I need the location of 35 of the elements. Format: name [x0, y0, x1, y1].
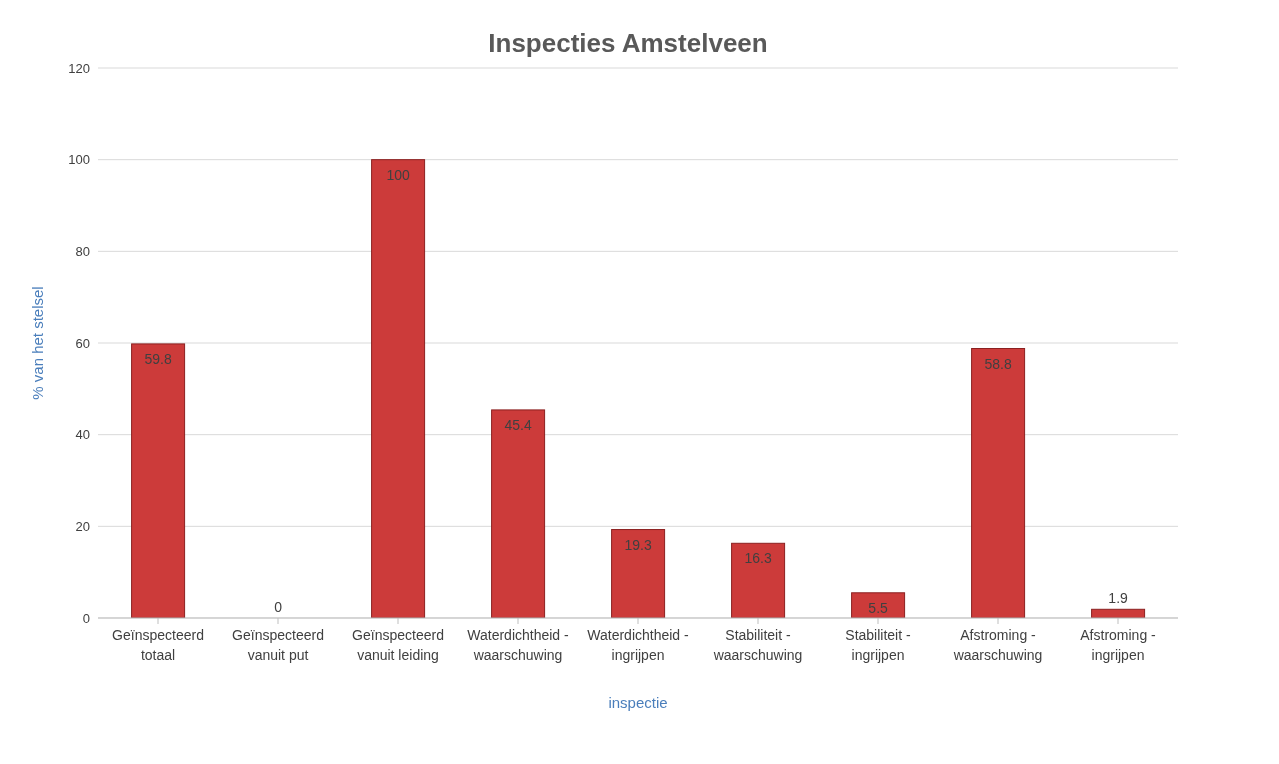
y-tick-label: 100: [68, 152, 90, 168]
bar: [491, 409, 546, 618]
data-label: 1.9: [1108, 590, 1129, 607]
y-tick-label: 60: [75, 335, 90, 351]
x-tick-label: Afstroming - waarschuwing: [952, 627, 1043, 663]
bar: [611, 529, 666, 618]
x-tick-label: Stabiliteit - waarschuwing: [712, 627, 803, 663]
y-tick-label: 0: [82, 610, 90, 626]
bar: [131, 343, 186, 618]
x-tick-label: Geïnspecteerd totaal: [112, 627, 204, 663]
y-tick-label: 80: [75, 243, 90, 259]
y-tick-label: 40: [75, 427, 90, 443]
bar: [971, 348, 1026, 618]
bar: [731, 542, 786, 618]
data-label: 58.8: [984, 355, 1012, 372]
chart-title: Inspecties Amstelveen: [487, 28, 769, 59]
x-tick-label: Waterdichtheid - ingrijpen: [587, 627, 690, 663]
bar: [371, 159, 426, 618]
data-label: 5.5: [868, 599, 889, 616]
bar: [851, 592, 906, 618]
y-axis-title: % van het stelsel: [29, 286, 47, 400]
y-tick-label: 20: [75, 518, 90, 534]
x-tick-label: Geïnspecteerd vanuit put: [232, 627, 324, 663]
data-label: 59.8: [144, 350, 172, 367]
data-label: 45.4: [504, 416, 532, 433]
x-tick-label: Afstroming - ingrijpen: [1080, 627, 1157, 663]
data-label: 16.3: [744, 550, 772, 567]
x-axis-title: inspectie: [608, 694, 668, 711]
data-label: 0: [274, 599, 283, 615]
data-label: 100: [386, 166, 410, 183]
x-tick-label: Geïnspecteerd vanuit leiding: [352, 627, 444, 663]
data-label: 19.3: [624, 536, 652, 553]
y-tick-label: 120: [68, 60, 90, 76]
x-tick-label: Waterdichtheid - waarschuwing: [467, 627, 570, 663]
x-tick-label: Stabiliteit - ingrijpen: [845, 627, 912, 663]
